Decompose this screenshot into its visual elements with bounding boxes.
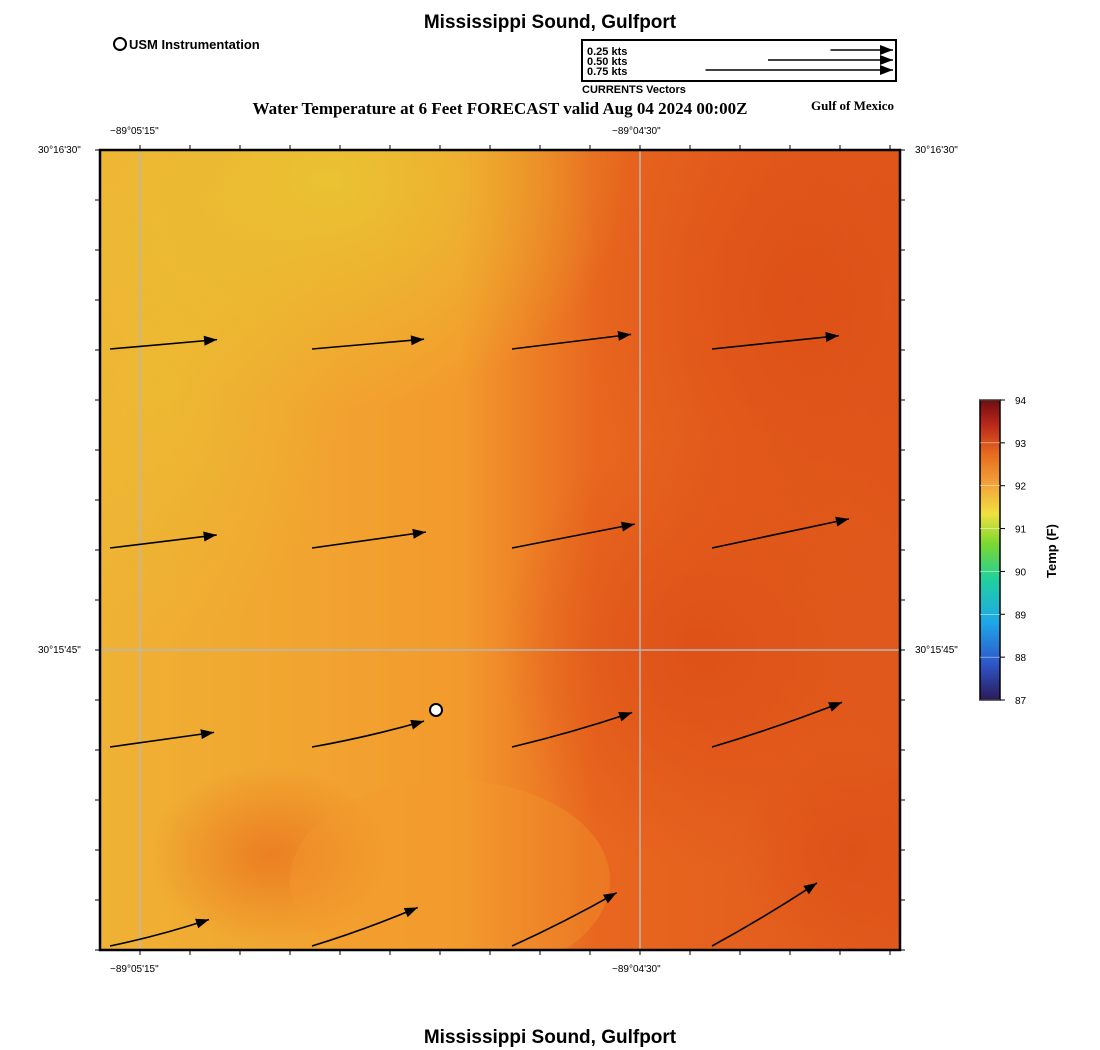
current-vector-arrow [711, 882, 818, 947]
current-vector-arrow [511, 711, 633, 748]
current-vector-arrow [705, 65, 893, 75]
current-vector-arrow [830, 45, 893, 55]
current-vector-arrow [511, 330, 632, 350]
vector-legend-label-3: 0.75 kts [587, 66, 628, 78]
instrument-legend: USM Instrumentation [113, 37, 260, 52]
vector-legend-title: CURRENTS Vectors [582, 84, 686, 96]
footer-title: Mississippi Sound, Gulfport [423, 1027, 677, 1048]
left-lat-label-2: 30°15'45" [38, 645, 81, 656]
right-lat-label-1: 30°16'30" [915, 145, 958, 156]
colorbar-ticks: 94 93 92 91 90 89 88 87 [980, 396, 1027, 707]
current-vector-arrow [511, 521, 635, 549]
current-vector-arrow [311, 719, 425, 748]
current-vector-arrow [109, 918, 210, 947]
current-vector-arrow [711, 701, 843, 748]
current-vector-arrow [109, 531, 217, 549]
colorbar-tick-label: 87 [1015, 696, 1027, 707]
current-vector-arrow [311, 528, 426, 549]
vector-legend-label-1: 0.25 kts [587, 46, 628, 58]
left-lat-label-1: 30°16'30" [38, 145, 81, 156]
top-lon-label-1: −89°05'15" [110, 126, 159, 137]
frame-ticks [95, 145, 905, 955]
vector-legend-arrows [705, 45, 893, 75]
colorbar-tick-label: 92 [1015, 482, 1027, 493]
map-title: Mississippi Sound, Gulfport [423, 12, 677, 33]
current-vector-arrow [109, 729, 215, 748]
colorbar-label: Temp (F) [1044, 524, 1059, 578]
top-lon-label-2: −89°04'30" [612, 126, 661, 137]
current-vector-arrow [109, 335, 218, 350]
instrument-legend-label: USM Instrumentation [129, 37, 260, 52]
bottom-lon-label-2: −89°04'30" [612, 964, 661, 975]
colorbar-tick-label: 88 [1015, 653, 1027, 664]
current-vector-arrow [768, 55, 893, 65]
current-vectors [109, 330, 850, 947]
colorbar-tick-label: 90 [1015, 567, 1027, 578]
map-subtitle: Water Temperature at 6 Feet FORECAST val… [252, 99, 748, 118]
current-vector-arrow [311, 906, 419, 947]
station-marker[interactable] [429, 703, 443, 717]
colorbar-tick-label: 93 [1015, 439, 1027, 450]
current-vector-arrow [711, 516, 850, 549]
station-marker-icon [113, 37, 127, 51]
region-label: Gulf of Mexico [811, 98, 895, 113]
current-vector-arrow [711, 332, 839, 350]
current-vector-arrow [311, 335, 425, 350]
right-lat-label-2: 30°15'45" [915, 645, 958, 656]
temperature-field [100, 150, 900, 950]
colorbar-tick-label: 94 [1015, 396, 1027, 407]
colorbar [979, 399, 1001, 701]
colorbar-tick-label: 89 [1015, 610, 1027, 621]
bottom-lon-label-1: −89°05'15" [110, 964, 159, 975]
current-vector-arrow [511, 891, 618, 947]
vector-legend-label-2: 0.50 kts [587, 56, 628, 68]
colorbar-tick-label: 91 [1015, 525, 1027, 536]
stations [429, 703, 443, 717]
graticule [100, 150, 900, 950]
